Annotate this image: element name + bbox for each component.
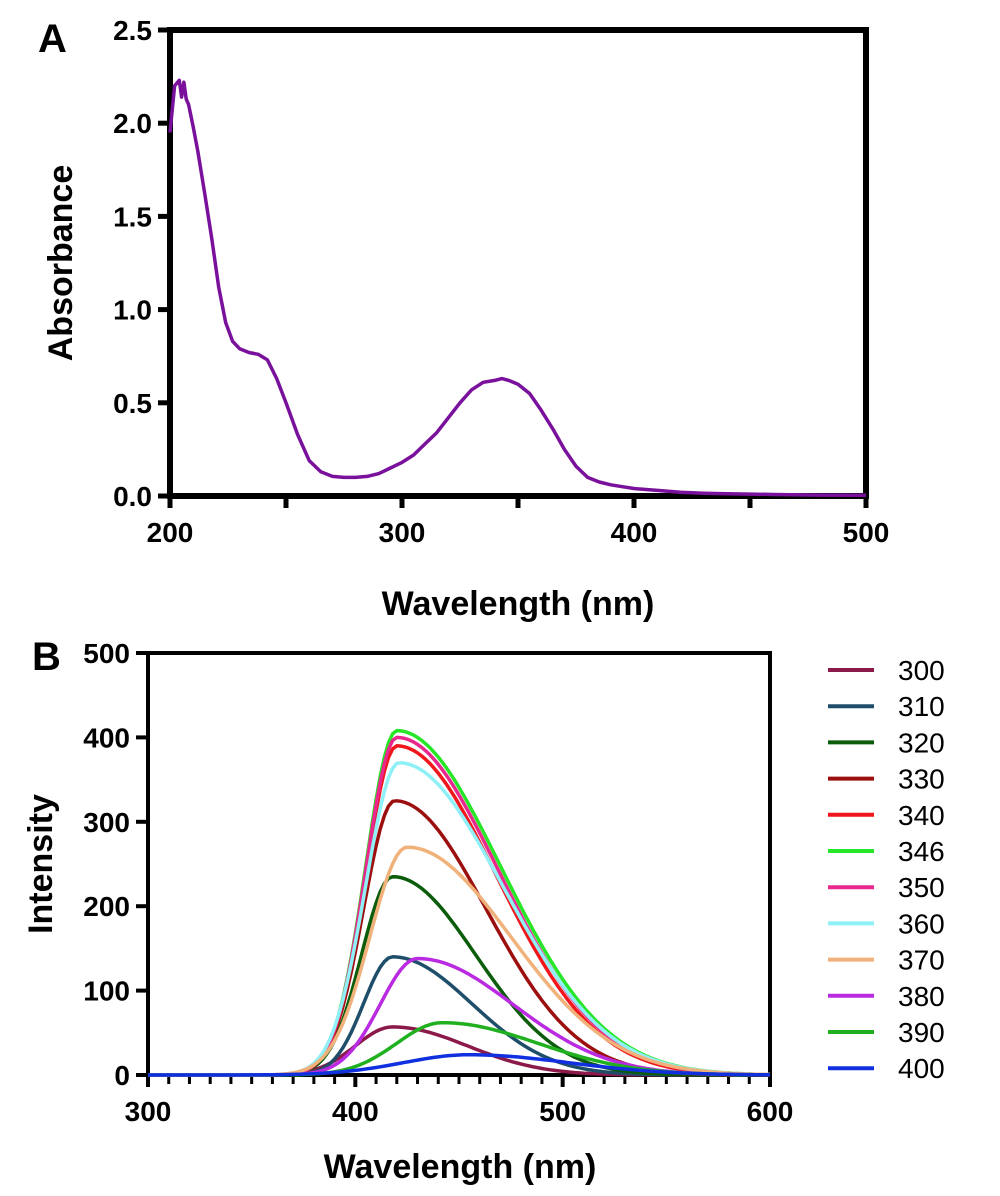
plot-frame (167, 27, 869, 499)
y-tick-label: 200 (83, 891, 130, 922)
plot-area-a: 0.0 0.5 1.0 1.5 2.0 2.5 200 300 400 500 (113, 15, 889, 548)
legend-label: 370 (898, 945, 945, 976)
chart-panel-a: A 0.0 0.5 1.0 1.5 2.0 2.5 200 300 400 500 Wavelen… (38, 15, 889, 623)
legend-b: 300 310 320 330 340 346 350 360 370 380 390 400 (828, 655, 945, 1084)
x-tick-label: 500 (843, 517, 890, 548)
legend-label: 380 (898, 981, 945, 1012)
y-tick-label: 0.5 (113, 388, 152, 419)
x-axis-title-a: Wavelength (nm) (382, 585, 655, 623)
y-tick-label: 1.5 (113, 201, 152, 232)
y-tick-label: 1.0 (113, 295, 152, 326)
legend-label: 330 (898, 764, 945, 795)
legend-label: 360 (898, 908, 945, 939)
chart-panel-b: B 0 100 200 300 400 500 300 400 500 600 Wavelengt… (22, 635, 945, 1186)
intensity-line-380 (148, 956, 770, 1077)
y-tick-label: 2.0 (113, 108, 152, 139)
y-tick-label: 100 (83, 976, 130, 1007)
y-tick-label: 500 (83, 638, 130, 669)
x-tick-label: 300 (379, 517, 426, 548)
intensity-line-330 (148, 799, 770, 1077)
plot-area-b: 0 100 200 300 400 500 300 400 500 600 (83, 638, 793, 1127)
panel-label-a: A (38, 17, 67, 61)
x-tick-label: 300 (125, 1096, 172, 1127)
y-axis-title-b: Intensity (22, 794, 60, 934)
legend-label: 320 (898, 727, 945, 758)
legend-label: 400 (898, 1053, 945, 1084)
intensity-line-320 (148, 874, 770, 1077)
legend-label: 390 (898, 1017, 945, 1048)
absorbance-line (168, 78, 867, 498)
legend-label: 310 (898, 691, 945, 722)
panel-label-b: B (32, 635, 61, 679)
intensity-line-360 (148, 761, 771, 1077)
x-axis-title-b: Wavelength (nm) (324, 1148, 597, 1186)
x-tick-label: 600 (747, 1096, 794, 1127)
intensity-line-310 (148, 955, 770, 1077)
legend-label: 346 (898, 836, 945, 867)
y-tick-label: 400 (83, 722, 130, 753)
y-tick-label: 2.5 (113, 15, 152, 46)
legend-label: 300 (898, 655, 945, 686)
intensity-line-400 (148, 1052, 770, 1077)
x-tick-label: 400 (332, 1096, 379, 1127)
y-tick-label: 0 (114, 1060, 130, 1091)
y-axis-title-a: Absorbance (42, 165, 80, 362)
x-tick-label: 200 (147, 517, 194, 548)
y-tick-label: 0.0 (113, 481, 152, 512)
legend-label: 350 (898, 872, 945, 903)
x-tick-label: 500 (539, 1096, 586, 1127)
legend-label: 340 (898, 800, 945, 831)
y-tick-label: 300 (83, 807, 130, 838)
x-tick-label: 400 (611, 517, 658, 548)
